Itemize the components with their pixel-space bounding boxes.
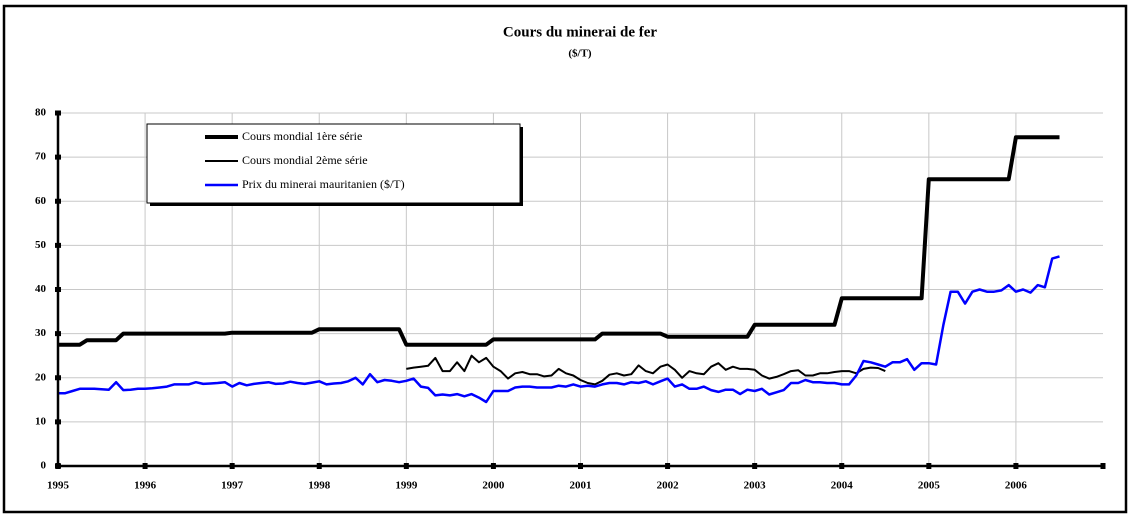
y-tick-label: 30 [35, 327, 47, 339]
legend-label: Prix du minerai mauritanien ($/T) [242, 177, 405, 191]
x-tick-label: 2000 [482, 480, 505, 492]
series-line [406, 354, 886, 386]
x-tick-label: 1998 [308, 480, 331, 492]
legend: Cours mondial 1ère série Cours mondial 2è… [146, 123, 523, 206]
x-tick-label: 2005 [918, 480, 941, 492]
x-tick-label: 2002 [657, 480, 680, 492]
series-line [58, 255, 1060, 404]
series-line [58, 135, 1060, 347]
x-tick-label: 2001 [570, 480, 592, 492]
legend-label: Cours mondial 1ère série [242, 129, 362, 143]
y-tick-label: 10 [35, 415, 47, 427]
legend-label: Cours mondial 2ème série [242, 153, 368, 167]
y-tick-label: 70 [35, 151, 47, 163]
axes: 0 10 20 30 40 50 60 70 80 1995 1996 1997 1998 1999 200… [35, 107, 1106, 492]
x-tick-label: 1996 [134, 480, 157, 492]
y-tick-label: 60 [35, 195, 47, 207]
y-tick-label: 50 [35, 239, 47, 251]
x-tick-label: 1999 [395, 480, 418, 492]
x-tick-label: 2004 [831, 480, 854, 492]
plot [58, 135, 1060, 404]
x-tick-label: 1997 [221, 480, 244, 492]
x-tick-label: 1995 [47, 480, 70, 492]
y-tick-label: 0 [41, 460, 47, 472]
y-tick-label: 80 [35, 107, 47, 119]
y-tick-label: 20 [35, 371, 47, 383]
x-tick-label: 2006 [1005, 480, 1028, 492]
chart-subtitle: ($/T) [568, 48, 592, 60]
chart-title: Cours du minerai de fer [503, 24, 657, 40]
chart-border [2, 4, 1128, 514]
x-tick-label: 2003 [744, 480, 767, 492]
y-tick-label: 40 [35, 283, 47, 295]
